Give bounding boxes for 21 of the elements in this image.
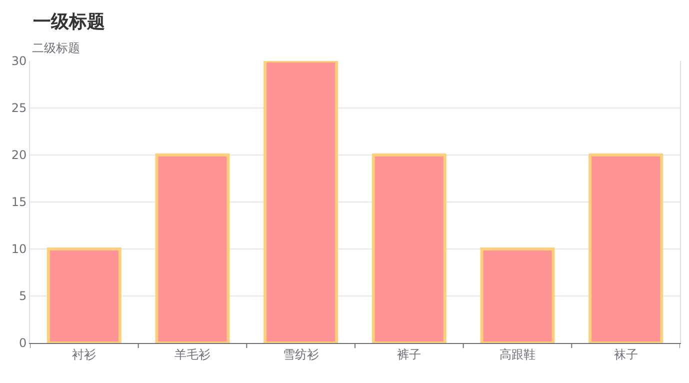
bar bbox=[264, 61, 338, 343]
y-tick-label: 5 bbox=[18, 289, 27, 304]
chart-subtitle: 二级标题 bbox=[32, 41, 80, 55]
chart-title: 一级标题 bbox=[33, 11, 105, 32]
y-tick-label: 0 bbox=[18, 336, 27, 350]
y-tick-label: 25 bbox=[11, 101, 27, 116]
bar bbox=[480, 248, 555, 343]
y-tick-label: 15 bbox=[11, 195, 27, 210]
x-tick-label: 袜子 bbox=[614, 347, 638, 362]
x-tick-label: 羊毛衫 bbox=[174, 347, 210, 362]
x-tick-label: 高跟鞋 bbox=[500, 347, 536, 362]
y-tick-label: 10 bbox=[11, 242, 27, 256]
bar bbox=[588, 154, 664, 343]
x-tick-label: 裤子 bbox=[397, 347, 422, 362]
bar bbox=[46, 248, 122, 343]
bar bbox=[372, 154, 446, 343]
y-tick-label: 30 bbox=[11, 54, 27, 68]
x-tick-label: 雪纺衫 bbox=[282, 347, 319, 362]
y-tick-label: 20 bbox=[11, 148, 27, 162]
x-tick-label: 衬衫 bbox=[72, 347, 96, 362]
bar bbox=[155, 154, 230, 343]
